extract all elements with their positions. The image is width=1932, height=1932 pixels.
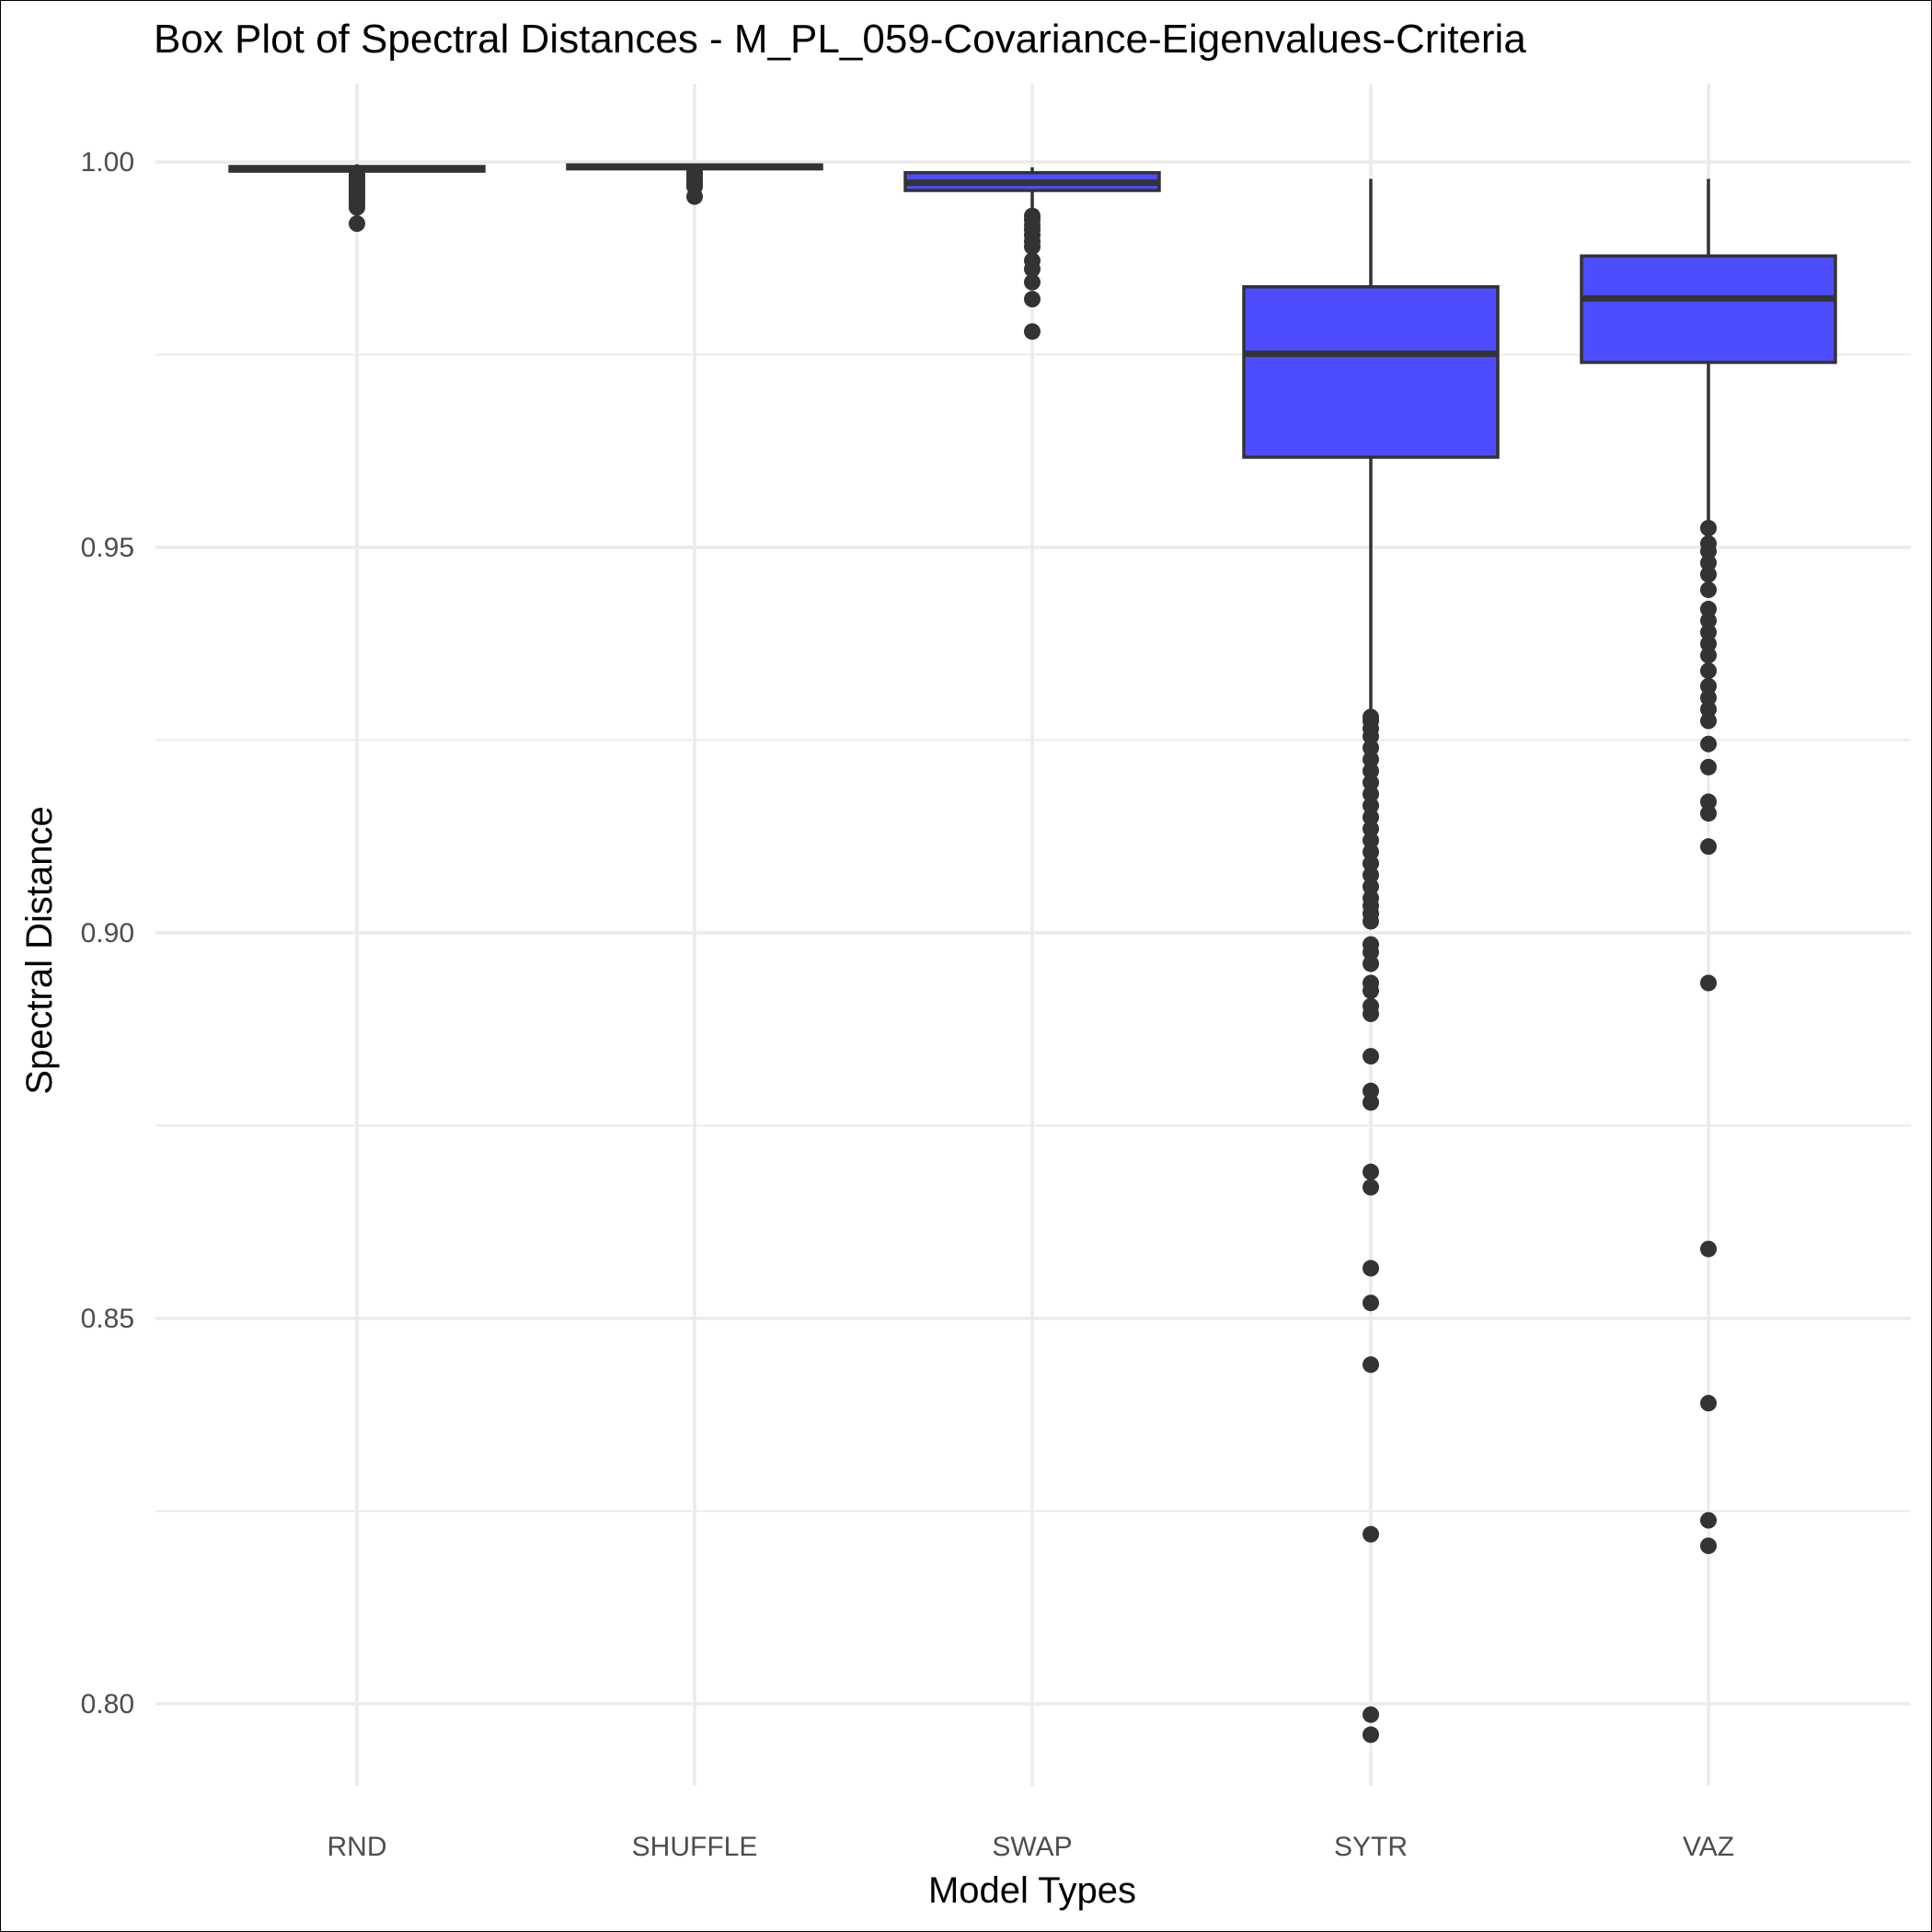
outlier-point bbox=[1363, 936, 1379, 953]
outlier-point bbox=[1700, 601, 1717, 618]
outlier-point bbox=[1363, 820, 1379, 837]
box-shuffle bbox=[566, 163, 823, 205]
outlier-point bbox=[1363, 878, 1379, 895]
outlier-point bbox=[1700, 974, 1717, 992]
outlier-point bbox=[1363, 763, 1379, 780]
outlier-point bbox=[1024, 291, 1041, 308]
outlier-point bbox=[1700, 793, 1717, 811]
outlier-point bbox=[1363, 832, 1379, 849]
outlier-point bbox=[1363, 1082, 1379, 1099]
outlier-point bbox=[1700, 700, 1717, 718]
outlier-point bbox=[1363, 1048, 1379, 1065]
outlier-point bbox=[349, 215, 365, 233]
outlier-point bbox=[1024, 252, 1041, 270]
outlier-point bbox=[1363, 774, 1379, 791]
outlier-point bbox=[1363, 1706, 1379, 1723]
grid-layer bbox=[155, 84, 1911, 1786]
outlier-point bbox=[1363, 855, 1379, 872]
outlier-point bbox=[1700, 712, 1717, 730]
outlier-point bbox=[1700, 1512, 1717, 1529]
outlier-point bbox=[1700, 647, 1717, 664]
x-axis-title: Model Types bbox=[928, 1870, 1136, 1911]
y-axis-ticks: 0.80 0.85 0.90 0.95 1.00 bbox=[81, 147, 134, 1719]
outlier-point bbox=[1363, 1179, 1379, 1196]
outlier-point bbox=[1363, 1294, 1379, 1312]
outlier-point bbox=[1700, 735, 1717, 753]
outlier-point bbox=[1363, 786, 1379, 803]
outlier-point bbox=[1700, 689, 1717, 707]
outlier-point bbox=[1700, 520, 1717, 537]
x-tick-label: SHUFFLE bbox=[632, 1832, 758, 1862]
outlier-point bbox=[1363, 1259, 1379, 1277]
outlier-point bbox=[1700, 635, 1717, 652]
outlier-point bbox=[1700, 581, 1717, 599]
outlier-point bbox=[1700, 838, 1717, 856]
y-tick-label: 0.80 bbox=[81, 1689, 134, 1719]
boxes-layer bbox=[228, 163, 1837, 1743]
outlier-point bbox=[1363, 751, 1379, 768]
outlier-point bbox=[1700, 805, 1717, 822]
outlier-point bbox=[1024, 207, 1041, 224]
x-tick-label: RND bbox=[328, 1832, 387, 1862]
outlier-point bbox=[1363, 708, 1379, 726]
x-axis-ticks: RND SHUFFLE SWAP SYTR VAZ bbox=[328, 1832, 1735, 1862]
outlier-point bbox=[349, 166, 365, 183]
box-rnd bbox=[228, 164, 486, 233]
outlier-point bbox=[1700, 624, 1717, 641]
outlier-point bbox=[1700, 1395, 1717, 1412]
box-body bbox=[1242, 285, 1500, 459]
outlier-point bbox=[1363, 867, 1379, 884]
outlier-point bbox=[1700, 1240, 1717, 1258]
outlier-point bbox=[1700, 677, 1717, 695]
outlier-point bbox=[1363, 844, 1379, 861]
chart-title: Box Plot of Spectral Distances - M_PL_05… bbox=[154, 17, 1526, 62]
box-sytr bbox=[1242, 178, 1500, 1743]
box-swap bbox=[903, 167, 1161, 340]
outlier-point bbox=[1363, 1726, 1379, 1743]
outlier-point bbox=[1700, 566, 1717, 583]
x-tick-label: SWAP bbox=[992, 1832, 1072, 1862]
outlier-point bbox=[1700, 612, 1717, 629]
x-tick-label: SYTR bbox=[1334, 1832, 1408, 1862]
y-tick-label: 0.90 bbox=[81, 918, 134, 949]
outlier-point bbox=[1363, 955, 1379, 972]
outlier-point bbox=[1363, 1163, 1379, 1180]
outlier-point bbox=[1700, 758, 1717, 776]
y-tick-label: 1.00 bbox=[81, 147, 134, 178]
y-tick-label: 0.95 bbox=[81, 533, 134, 563]
outlier-point bbox=[1363, 974, 1379, 992]
outlier-point bbox=[686, 163, 703, 180]
outlier-point bbox=[1363, 797, 1379, 814]
box-vaz bbox=[1580, 178, 1837, 1555]
x-tick-label: VAZ bbox=[1683, 1832, 1734, 1862]
outlier-point bbox=[1363, 809, 1379, 826]
outlier-point bbox=[1363, 1094, 1379, 1111]
outlier-point bbox=[1363, 739, 1379, 756]
outlier-point bbox=[1700, 662, 1717, 680]
outlier-point bbox=[1363, 890, 1379, 907]
outlier-point bbox=[1363, 997, 1379, 1015]
y-axis-title: Spectral Distance bbox=[19, 806, 60, 1094]
outlier-point bbox=[1700, 535, 1717, 552]
y-tick-label: 0.85 bbox=[81, 1304, 134, 1334]
outlier-point bbox=[1700, 1537, 1717, 1555]
outlier-point bbox=[1700, 554, 1717, 571]
outlier-point bbox=[1363, 1525, 1379, 1543]
box-body bbox=[1580, 254, 1837, 364]
outlier-point bbox=[1024, 323, 1041, 340]
outlier-point bbox=[1363, 1356, 1379, 1374]
outlier-point bbox=[1024, 273, 1041, 291]
